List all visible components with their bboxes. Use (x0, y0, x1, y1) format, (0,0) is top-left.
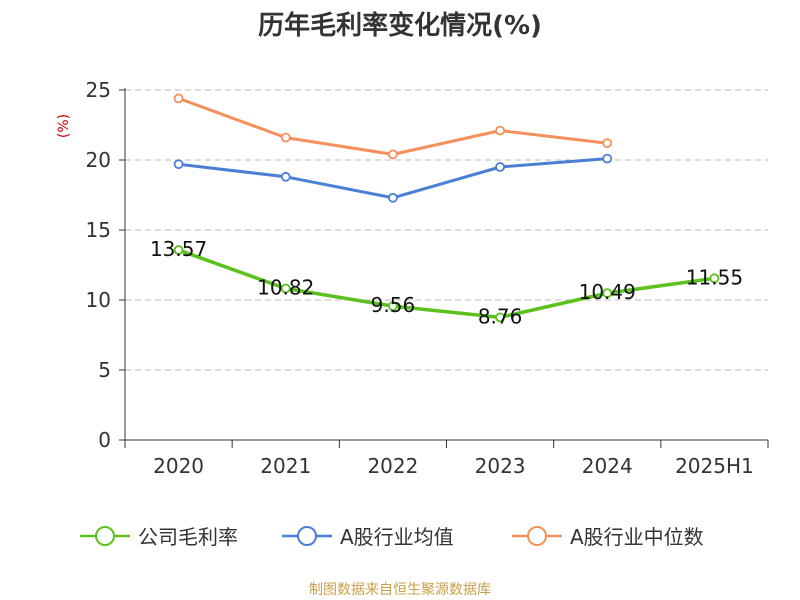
data-point (495, 125, 505, 136)
data-label: 11.55 (686, 265, 743, 289)
legend-item-1[interactable]: A股行业均值 (282, 525, 454, 549)
data-point (173, 159, 184, 170)
data-point (602, 288, 613, 299)
x-tick-label: 2024 (582, 454, 633, 478)
chart-title: 历年毛利率变化情况(%) (258, 10, 542, 41)
y-tick-label: 20 (86, 148, 111, 172)
y-axis-unit: (%) (56, 114, 72, 138)
legend-label: A股行业均值 (340, 525, 454, 549)
data-point (602, 138, 613, 149)
data-label: 8.76 (478, 304, 523, 328)
legend-label: A股行业中位数 (570, 525, 704, 549)
data-point (388, 192, 398, 203)
data-label: 9.56 (371, 293, 416, 317)
data-point (495, 312, 505, 323)
axes: 0 5 10 15 20 25 2020 2021 2022 2023 2024 2025H1 (86, 78, 769, 478)
series-0 (173, 245, 720, 323)
series-line (177, 248, 715, 320)
data-labels: 13.57 10.82 9.56 8.76 10.49 11.55 (150, 237, 743, 328)
x-tick-label: 2022 (367, 454, 418, 478)
series (173, 93, 720, 323)
series-1 (173, 153, 613, 203)
data-point (495, 162, 505, 172)
y-tick-label: 5 (98, 358, 111, 382)
data-point (280, 283, 291, 294)
grid-lines (125, 89, 768, 371)
x-tick-label: 2020 (153, 454, 204, 478)
data-point (280, 132, 291, 143)
legend-item-2[interactable]: A股行业中位数 (512, 525, 704, 549)
x-tick-label: 2023 (475, 454, 526, 478)
y-tick-label: 0 (98, 428, 111, 452)
y-tick-label: 25 (86, 78, 111, 102)
legend-marker-icon (95, 526, 115, 546)
data-point (173, 245, 184, 255)
data-point (602, 153, 613, 164)
data-point (388, 301, 398, 312)
data-label: 10.49 (579, 280, 636, 304)
legend-label: 公司毛利率 (138, 525, 238, 549)
x-tick-label: 2025H1 (675, 454, 754, 478)
source-note: 制图数据来自恒生聚源数据库 (309, 582, 491, 598)
y-tick-label: 15 (86, 218, 111, 242)
data-label: 10.82 (257, 276, 314, 300)
y-tick-label: 10 (86, 288, 111, 312)
x-tick-label: 2021 (260, 454, 311, 478)
legend-marker-icon (297, 526, 317, 546)
data-point (173, 93, 184, 104)
legend: 公司毛利率 A股行业均值 A股行业中位数 (80, 525, 704, 549)
series-line (178, 157, 608, 200)
data-point (709, 273, 720, 284)
data-point (280, 171, 291, 182)
data-label: 13.57 (150, 237, 207, 261)
legend-marker-icon (527, 526, 547, 546)
data-point (388, 149, 398, 160)
legend-item-0[interactable]: 公司毛利率 (80, 525, 238, 549)
series-line (178, 96, 608, 156)
series-2 (173, 93, 613, 160)
